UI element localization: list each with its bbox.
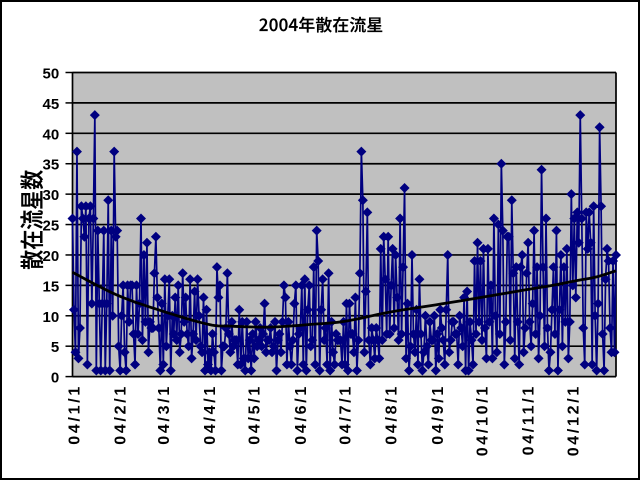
svg-text:50: 50 xyxy=(43,66,60,83)
svg-text:04/9/1: 04/9/1 xyxy=(430,384,447,445)
svg-text:04/2/1: 04/2/1 xyxy=(113,384,130,445)
svg-text:20: 20 xyxy=(43,248,60,265)
svg-text:15: 15 xyxy=(43,278,60,295)
svg-text:04/7/1: 04/7/1 xyxy=(338,384,355,445)
svg-text:04/8/1: 04/8/1 xyxy=(384,384,401,445)
svg-text:04/6/1: 04/6/1 xyxy=(293,384,310,445)
svg-text:0: 0 xyxy=(51,370,59,387)
svg-text:40: 40 xyxy=(43,126,60,143)
svg-text:10: 10 xyxy=(43,309,60,326)
svg-text:30: 30 xyxy=(43,187,60,204)
svg-text:04/11/1: 04/11/1 xyxy=(521,384,538,455)
svg-text:04/3/1: 04/3/1 xyxy=(156,384,173,445)
svg-text:45: 45 xyxy=(43,96,60,113)
svg-text:04/5/1: 04/5/1 xyxy=(247,384,264,445)
svg-text:04/1/1: 04/1/1 xyxy=(67,384,84,445)
svg-text:5: 5 xyxy=(51,339,59,356)
svg-text:35: 35 xyxy=(43,157,60,174)
svg-text:04/4/1: 04/4/1 xyxy=(202,384,219,445)
svg-text:25: 25 xyxy=(43,218,60,235)
svg-text:04/10/1: 04/10/1 xyxy=(475,384,492,456)
svg-text:04/12/1: 04/12/1 xyxy=(565,384,582,456)
